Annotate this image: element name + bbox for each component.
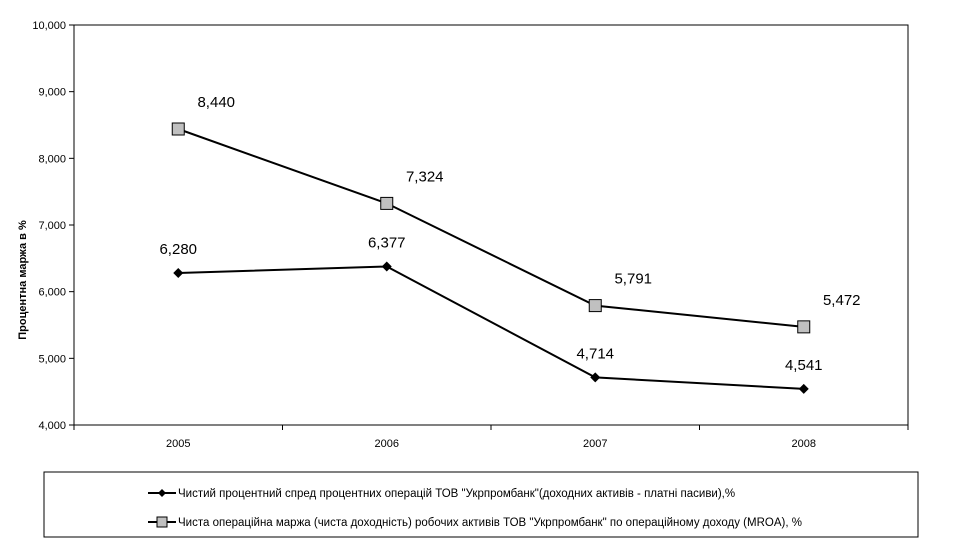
x-axis: 2005 2006 2007 2008	[73, 425, 909, 450]
data-label: 5,791	[614, 271, 652, 288]
diamond-marker	[381, 261, 392, 272]
x-tick-label: 2005	[166, 438, 190, 450]
data-label: 4,541	[785, 357, 823, 374]
data-label: 6,280	[159, 241, 197, 258]
y-tick-label: 9,000	[38, 87, 66, 99]
diamond-marker	[173, 268, 184, 278]
data-label: 8,440	[197, 94, 235, 111]
legend-label: Чистий процентний спред процентних опера…	[178, 488, 735, 500]
square-marker	[797, 320, 811, 334]
y-tick-label: 7,000	[38, 220, 66, 232]
y-tick-label: 10,000	[32, 20, 66, 32]
x-tick-label: 2008	[792, 438, 816, 450]
data-label: 5,472	[823, 292, 861, 309]
series-line	[177, 128, 804, 328]
plot-area	[73, 24, 909, 426]
legend-item: Чистий процентний спред процентних опера…	[148, 488, 735, 500]
diamond-marker	[590, 372, 601, 383]
data-label: 4,714	[576, 345, 614, 362]
y-tick-label: 5,000	[38, 353, 66, 365]
series-2: 8,440 7,324 5,791 5,472	[171, 94, 861, 334]
square-marker	[171, 122, 185, 136]
x-tick-label: 2007	[583, 438, 607, 450]
square-marker	[380, 196, 394, 210]
legend-items: Чистий процентний спред процентних опера…	[148, 488, 802, 529]
series-group: 6,280 6,377 4,714 4,541 8,440 7,324 5,791 5,472	[159, 94, 861, 394]
square-marker	[156, 516, 168, 528]
y-tick-label: 8,000	[38, 153, 66, 165]
series-line	[178, 265, 804, 390]
series-1: 6,280 6,377 4,714 4,541	[159, 235, 823, 394]
legend-item: Чиста операційна маржа (чиста доходність…	[148, 516, 802, 529]
legend-label: Чиста операційна маржа (чиста доходність…	[178, 517, 802, 529]
data-label: 7,324	[406, 168, 444, 185]
y-axis-label: Процентна маржа в %	[17, 220, 29, 340]
diamond-marker	[798, 383, 809, 394]
y-tick-label: 6,000	[38, 287, 66, 299]
y-axis: 4,000 5,000 6,000 7,000 8,000 9,000 10,000	[32, 20, 74, 432]
y-tick-label: 4,000	[38, 420, 66, 432]
legend	[43, 471, 919, 538]
diamond-marker	[158, 489, 166, 497]
square-marker	[588, 299, 602, 313]
x-tick-label: 2006	[375, 438, 399, 450]
data-label: 6,377	[368, 235, 406, 252]
